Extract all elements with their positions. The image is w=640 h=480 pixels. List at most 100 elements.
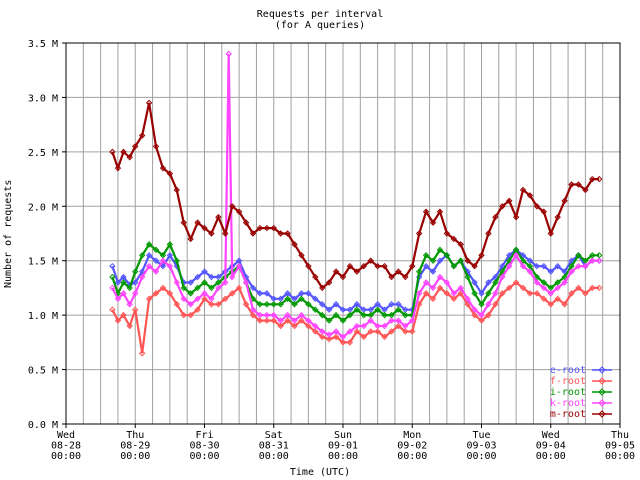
data-point: [332, 333, 340, 341]
data-point: [242, 279, 250, 286]
x-tick-label: Thu: [611, 430, 629, 441]
data-point: [471, 290, 478, 297]
data-point: [242, 219, 250, 226]
legend-marker: [598, 410, 606, 418]
data-point: [582, 186, 589, 194]
data-point: [464, 295, 471, 303]
legend-label: m-root: [550, 409, 586, 420]
data-point: [478, 311, 485, 319]
data-point: [512, 213, 520, 221]
data-point: [533, 279, 541, 286]
data-point: [422, 279, 430, 286]
data-point: [270, 301, 277, 308]
data-point: [533, 273, 541, 281]
data-point: [305, 290, 312, 297]
chart-ticks: 0.0 M 0.5 M 1.0 M 1.5 M 2.0 M 2.5 M 3.0 M 3.5 M…: [28, 39, 635, 462]
data-point: [367, 328, 374, 335]
data-point: [485, 279, 492, 286]
legend-marker: [598, 377, 606, 385]
data-point: [187, 301, 194, 308]
data-point: [126, 284, 133, 292]
data-point: [429, 219, 437, 226]
data-point: [332, 301, 340, 308]
data-point: [305, 262, 312, 270]
data-point: [374, 262, 381, 270]
y-axis-label: Number of requests: [3, 179, 14, 288]
x-tick-label: 00:00: [259, 451, 289, 462]
data-point: [109, 273, 116, 281]
data-point: [277, 301, 284, 308]
data-point: [374, 322, 381, 330]
data-point: [305, 322, 312, 330]
data-point: [120, 273, 127, 281]
data-point: [325, 279, 333, 286]
data-point: [208, 301, 215, 308]
data-point: [215, 301, 222, 308]
legend-label: i-root: [550, 387, 586, 398]
data-point: [180, 295, 187, 303]
data-point: [180, 311, 187, 319]
data-point: [395, 322, 402, 330]
data-point: [132, 306, 139, 313]
data-point: [485, 290, 492, 297]
data-point: [374, 328, 381, 335]
data-point: [109, 262, 116, 270]
data-point: [402, 328, 409, 335]
data-point: [312, 273, 319, 281]
data-point: [208, 295, 215, 303]
data-point: [114, 317, 122, 324]
data-point: [138, 132, 146, 139]
data-point: [235, 284, 243, 292]
series-i-root: [109, 241, 603, 324]
data-point: [381, 322, 388, 330]
data-point: [249, 295, 257, 303]
data-point: [152, 290, 160, 297]
data-point: [263, 224, 271, 232]
data-point: [485, 301, 492, 308]
data-point: [145, 99, 153, 107]
data-point: [471, 311, 478, 319]
data-point: [166, 170, 174, 177]
x-tick-label: 09-04: [536, 441, 566, 452]
data-point: [249, 284, 257, 292]
data-point: [512, 252, 520, 259]
x-tick-label: Sun: [334, 430, 352, 441]
legend-label: f-root: [550, 376, 586, 387]
data-point: [208, 230, 215, 237]
data-point: [492, 213, 499, 221]
data-point: [114, 164, 122, 172]
data-point: [381, 262, 388, 270]
data-point: [353, 268, 361, 275]
data-point: [485, 230, 492, 237]
data-point: [152, 257, 160, 264]
data-point: [388, 317, 395, 324]
data-point: [201, 279, 208, 286]
data-point: [201, 268, 208, 275]
data-point: [478, 317, 485, 324]
data-point: [256, 317, 264, 324]
data-point: [132, 268, 139, 275]
x-tick-label: 08-30: [189, 441, 219, 452]
data-point: [298, 290, 305, 297]
data-point: [540, 262, 548, 270]
data-point: [526, 262, 534, 270]
data-point: [492, 279, 499, 286]
data-point: [505, 284, 513, 292]
data-point: [436, 257, 444, 264]
data-point: [180, 284, 187, 292]
data-point: [277, 322, 284, 330]
data-point: [540, 279, 548, 286]
series-line-k-root: [111, 53, 600, 339]
data-point: [582, 257, 589, 264]
data-point: [284, 311, 291, 319]
data-point: [332, 268, 340, 275]
data-point: [132, 279, 139, 286]
data-point: [152, 143, 160, 150]
data-point: [120, 290, 127, 297]
data-point: [159, 164, 167, 172]
data-point: [478, 301, 485, 308]
data-point: [346, 311, 354, 319]
data-point: [249, 311, 257, 319]
data-point: [277, 317, 284, 324]
